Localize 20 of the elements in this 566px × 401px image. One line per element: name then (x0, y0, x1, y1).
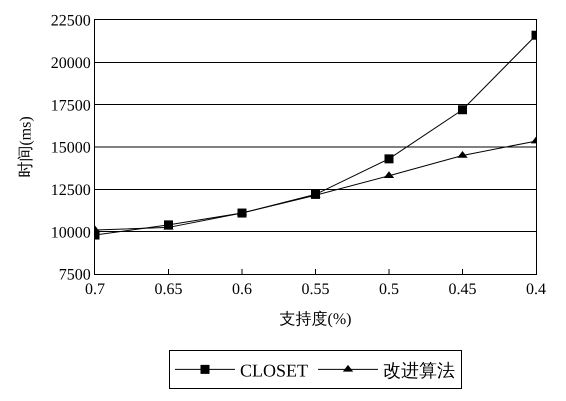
x-tick-label: 0.7 (85, 281, 105, 298)
point (458, 105, 467, 114)
y-tick-label: 17500 (50, 97, 91, 114)
x-axis-title: 支持度(%) (280, 310, 352, 328)
y-axis-title: 时间(ms) (16, 116, 35, 178)
legend-label: 改进算法 (383, 360, 456, 380)
y-tick-label: 20000 (50, 54, 91, 72)
point (384, 154, 394, 164)
x-tick-label: 0.55 (302, 281, 330, 298)
x-tick-label: 0.5 (379, 281, 399, 298)
y-tick-label: 7500 (58, 266, 91, 284)
y-tick-label: 10000 (50, 224, 91, 242)
y-tick-label: 15000 (50, 140, 91, 157)
y-tick-label: 22500 (50, 12, 91, 30)
x-tick-label: 0.4 (526, 281, 546, 298)
x-tick-label: 0.45 (448, 281, 476, 298)
x-tick-label: 0.65 (154, 281, 182, 298)
legend-label: CLOSET (240, 360, 308, 380)
x-tick-label: 0.6 (232, 281, 252, 298)
y-tick-label: 12500 (50, 182, 91, 199)
